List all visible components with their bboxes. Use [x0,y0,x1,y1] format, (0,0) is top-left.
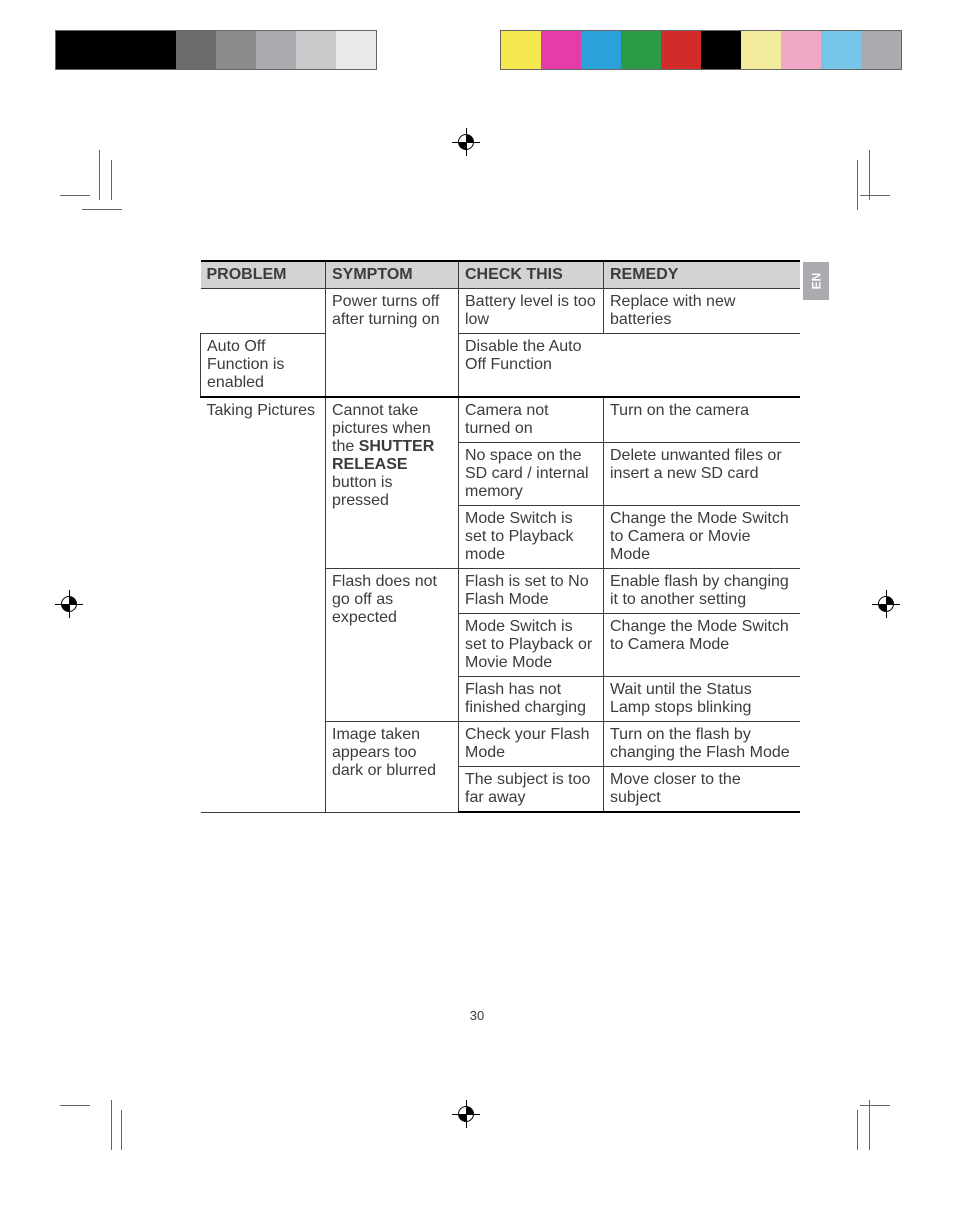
registration-mark-icon [452,128,480,156]
cell-check: Auto Off Function is enabled [201,334,326,398]
crop-mark-icon [82,1110,122,1150]
header-check: CHECK THIS [459,261,604,289]
cell-remedy: Turn on the camera [604,397,801,443]
registration-mark-icon [872,590,900,618]
color-swatch [216,31,256,69]
color-swatch [861,31,901,69]
table-row: Power turns off after turning onBattery … [201,289,801,334]
color-swatch-bar-right [500,30,902,70]
cell-problem: Taking Pictures [201,397,326,812]
cell-remedy: Replace with new batteries [604,289,801,334]
cell-symptom: Image taken appears too dark or blurred [326,722,459,813]
language-tab-label: EN [809,273,823,290]
header-symptom: SYMPTOM [326,261,459,289]
cell-remedy: Enable flash by changing it to another s… [604,569,801,614]
cell-symptom: Power turns off after turning on [326,289,459,398]
color-swatch [781,31,821,69]
color-swatch [136,31,176,69]
color-swatch [501,31,541,69]
table-row: Taking PicturesCannot take pictures when… [201,397,801,443]
cell-remedy: Wait until the Status Lamp stops blinkin… [604,677,801,722]
cell-check: Flash is set to No Flash Mode [459,569,604,614]
color-swatch [741,31,781,69]
color-swatch [661,31,701,69]
registration-mark-icon [452,1100,480,1128]
color-swatch-bar-left [55,30,377,70]
cell-problem [201,289,326,334]
cell-symptom: Cannot take pictures when the SHUTTER RE… [326,397,459,569]
cell-check: No space on the SD card / internal memor… [459,443,604,506]
cell-remedy: Move closer to the subject [604,767,801,813]
registration-mark-icon [55,590,83,618]
cell-remedy: Change the Mode Switch to Camera or Movi… [604,506,801,569]
crop-mark-icon [860,195,890,196]
header-remedy: REMEDY [604,261,801,289]
crop-mark-icon [818,1110,858,1150]
cell-check: Mode Switch is set to Playback or Movie … [459,614,604,677]
color-swatch [541,31,581,69]
cell-remedy: Disable the Auto Off Function [459,334,604,398]
cell-symptom: Flash does not go off as expected [326,569,459,722]
cell-remedy: Change the Mode Switch to Camera Mode [604,614,801,677]
table-row: Auto Off Function is enabled Disable the … [201,334,801,398]
cell-check: Check your Flash Mode [459,722,604,767]
color-swatch [56,31,96,69]
color-swatch [296,31,336,69]
cell-check: Battery level is too low [459,289,604,334]
color-swatch [621,31,661,69]
crop-mark-icon [60,1105,90,1106]
color-swatch [256,31,296,69]
color-swatch [821,31,861,69]
color-swatch [336,31,376,69]
troubleshooting-table: PROBLEM SYMPTOM CHECK THIS REMEDY Power … [200,260,800,813]
page-number: 30 [0,1008,954,1023]
crop-mark-icon [860,1105,890,1106]
color-swatch [581,31,621,69]
crop-mark-icon [60,150,100,200]
crop-mark-icon [818,160,858,210]
cell-check: Camera not turned on [459,397,604,443]
cell-remedy: Delete unwanted files or insert a new SD… [604,443,801,506]
table-body: Power turns off after turning onBattery … [201,289,801,813]
color-swatch [96,31,136,69]
language-tab: EN [803,262,829,300]
cell-check: Mode Switch is set to Playback mode [459,506,604,569]
cell-check: The subject is too far away [459,767,604,813]
cell-check: Flash has not finished charging [459,677,604,722]
table-header-row: PROBLEM SYMPTOM CHECK THIS REMEDY [201,261,801,289]
color-swatch [176,31,216,69]
color-swatch [701,31,741,69]
cell-remedy: Turn on the flash by changing the Flash … [604,722,801,767]
header-problem: PROBLEM [201,261,326,289]
